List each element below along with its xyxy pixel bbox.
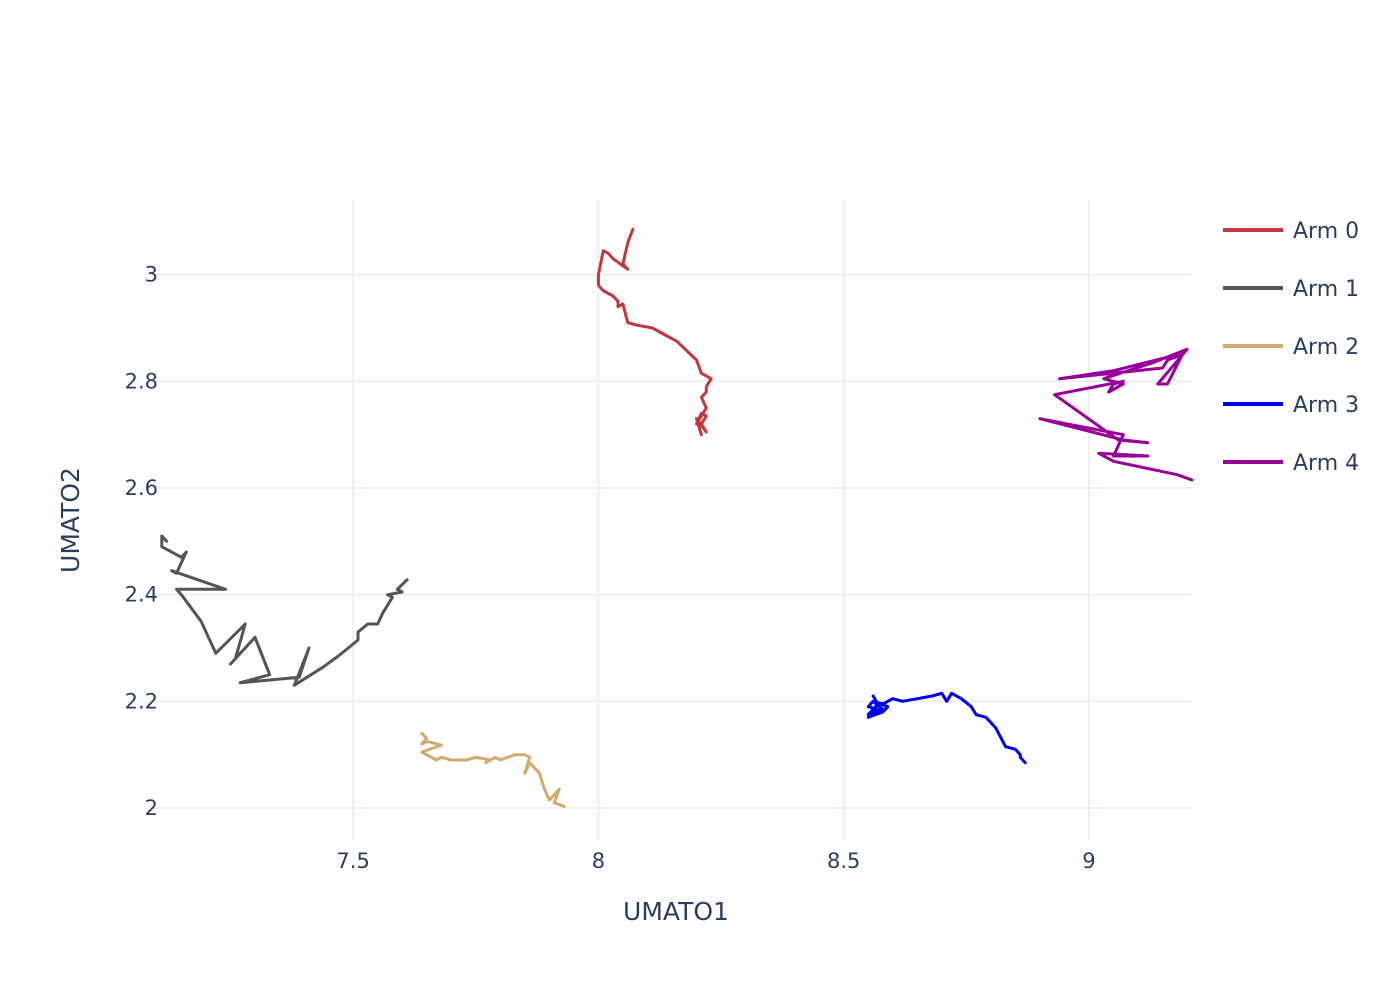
x-axis-title: UMATO1 bbox=[623, 897, 729, 926]
legend-item-arm-2[interactable]: Arm 2 bbox=[1223, 335, 1359, 360]
x-tick-label: 8.5 bbox=[827, 849, 860, 873]
legend-label: Arm 2 bbox=[1293, 335, 1359, 360]
x-tick-label: 7.5 bbox=[336, 849, 369, 873]
legend-label: Arm 1 bbox=[1293, 277, 1359, 302]
y-tick-label: 2.4 bbox=[125, 583, 158, 607]
x-tick-label: 8 bbox=[592, 849, 605, 873]
legend-item-arm-3[interactable]: Arm 3 bbox=[1223, 393, 1359, 418]
x-tick-label: 9 bbox=[1082, 849, 1095, 873]
y-tick-label: 2.6 bbox=[125, 476, 158, 500]
grid bbox=[152, 200, 1192, 840]
legend-item-arm-0[interactable]: Arm 0 bbox=[1223, 219, 1359, 244]
x-tick-labels: 7.5 8 8.5 9 bbox=[336, 849, 1095, 873]
series-line-arm-3 bbox=[866, 691, 1027, 765]
y-tick-label: 2.8 bbox=[125, 369, 158, 393]
y-tick-labels: 2 2.2 2.4 2.6 2.8 3 bbox=[125, 263, 158, 820]
series-line-arm-0 bbox=[596, 227, 713, 437]
y-tick-label: 3 bbox=[145, 263, 158, 287]
y-axis-title: UMATO2 bbox=[56, 467, 85, 573]
legend-label: Arm 3 bbox=[1293, 393, 1359, 418]
legend-item-arm-4[interactable]: Arm 4 bbox=[1223, 451, 1359, 476]
legend-label: Arm 0 bbox=[1293, 219, 1359, 244]
series-lines bbox=[160, 227, 1194, 808]
legend[interactable]: Arm 0 Arm 1 Arm 2 Arm 3 Arm 4 bbox=[1223, 219, 1359, 476]
series-line-arm-4 bbox=[1038, 347, 1194, 482]
legend-item-arm-1[interactable]: Arm 1 bbox=[1223, 277, 1359, 302]
legend-label: Arm 4 bbox=[1293, 451, 1359, 476]
series-line-arm-1 bbox=[160, 534, 409, 687]
series-line-arm-2 bbox=[420, 731, 566, 808]
y-tick-label: 2.2 bbox=[125, 689, 158, 713]
y-tick-label: 2 bbox=[145, 796, 158, 820]
